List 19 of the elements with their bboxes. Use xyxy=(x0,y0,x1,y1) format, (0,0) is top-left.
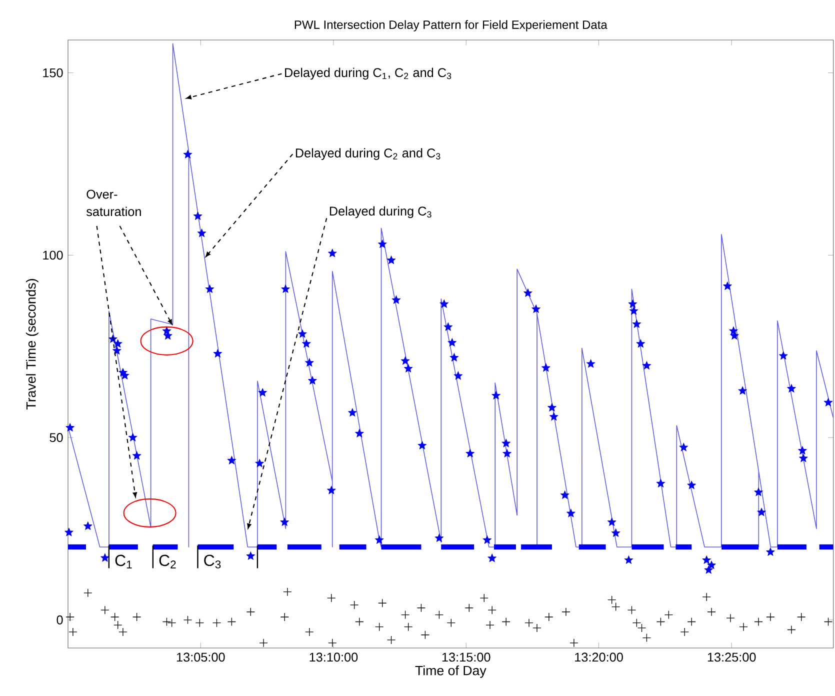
annotation: Delayed during C$_{3}$ xyxy=(330,206,432,218)
annotation: Delayed during C$_{2}$ and C$_{3}$ xyxy=(296,148,440,160)
annotation: Delayed during C$_{1}$, C$_{2}$ and C$_{3}$ xyxy=(285,68,452,80)
annotation: Over-saturation xyxy=(86,190,141,216)
x-tick-label: 13:05:00 xyxy=(176,652,225,662)
y-tick-label: 0 xyxy=(56,615,63,624)
annotation: C$_{3}$ xyxy=(204,554,221,568)
y-tick-label: 150 xyxy=(43,68,63,78)
annotation: C$_{1}$ xyxy=(115,554,132,568)
y-tick-label: 100 xyxy=(43,250,63,260)
x-tick-label: 13:25:00 xyxy=(708,652,756,662)
x-tick-label: 13:10:00 xyxy=(310,652,358,662)
y-tick-label: 50 xyxy=(50,433,63,442)
x-tick-label: 13:15:00 xyxy=(442,652,490,662)
x-axis-title: Time of Day xyxy=(415,665,486,678)
chart-title: PWL Intersection Delay Pattern for Field Experiement Data xyxy=(294,20,608,32)
x-tick-label: 13:20:00 xyxy=(575,652,623,662)
annotation: C$_{2}$ xyxy=(159,554,176,568)
y-axis-title: Travel Time (seconds) xyxy=(26,279,38,410)
